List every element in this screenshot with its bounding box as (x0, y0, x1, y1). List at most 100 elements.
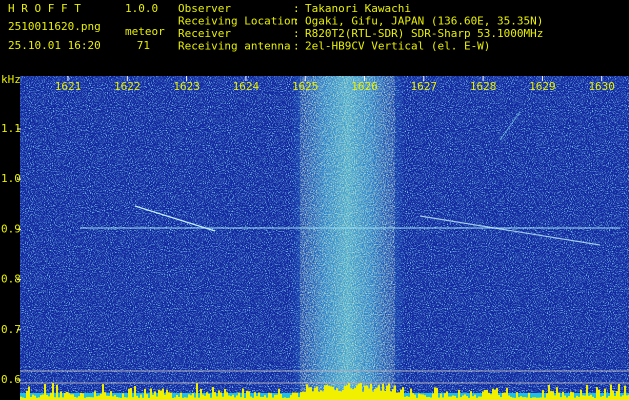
amplitude-bar (486, 389, 488, 400)
amplitude-bar (200, 388, 202, 400)
amplitude-bar (158, 389, 160, 400)
amplitude-bar (132, 397, 134, 400)
amplitude-bar (312, 391, 314, 400)
amplitude-bar (304, 391, 306, 400)
amplitude-bar (622, 395, 624, 400)
amplitude-bar (212, 387, 214, 400)
amplitude-bar (24, 397, 26, 400)
amplitude-bar (366, 385, 368, 400)
amplitude-bar (188, 394, 190, 400)
amplitude-bar (492, 388, 494, 400)
amplitude-bar (576, 395, 578, 400)
amplitude-bar (348, 383, 350, 400)
amplitude-bar (454, 395, 456, 400)
amplitude-bar (50, 393, 52, 400)
amplitude-bar (384, 391, 386, 400)
amplitude-bar (538, 397, 540, 400)
amplitude-bar (438, 397, 440, 400)
amplitude-bar (422, 394, 424, 400)
amplitude-bar (554, 395, 556, 400)
amplitude-bar (296, 392, 298, 400)
amplitude-bar (386, 385, 388, 400)
amplitude-bar (394, 385, 396, 400)
amplitude-bar (374, 388, 376, 400)
amplitude-bar (608, 395, 610, 400)
amplitude-bar (266, 397, 268, 400)
amplitude-bar (254, 392, 256, 400)
amplitude-bar (482, 391, 484, 400)
amplitude-bar (138, 397, 140, 400)
amplitude-bar (326, 384, 328, 400)
app-title: H R O F F T (8, 2, 81, 15)
amplitude-bar (392, 389, 394, 400)
y-tick-label: 0.7 (1, 323, 21, 336)
amplitude-bar (262, 396, 264, 400)
amplitude-bar (88, 396, 90, 400)
amplitude-bar (406, 396, 408, 400)
info-separator: : (293, 40, 300, 53)
amplitude-bar (222, 396, 224, 400)
amplitude-bar (484, 389, 486, 400)
amplitude-bar (320, 390, 322, 400)
amplitude-bar (542, 390, 544, 400)
amplitude-bar (330, 386, 332, 400)
amplitude-bar (518, 397, 520, 400)
amplitude-bar (238, 392, 240, 400)
amplitude-bar (396, 392, 398, 400)
amplitude-bar (410, 388, 412, 400)
amplitude-bar (588, 395, 590, 400)
amplitude-bar (214, 392, 216, 400)
amplitude-bar (294, 392, 296, 400)
amplitude-bar (358, 383, 360, 400)
amplitude-bar (318, 391, 320, 400)
info-value: 2el-HB9CV Vertical (el. E-W) (305, 40, 490, 53)
amplitude-bar (534, 397, 536, 400)
amplitude-bar (228, 395, 230, 400)
amplitude-bar (134, 386, 136, 400)
x-tick-label: 1622 (114, 80, 141, 93)
amplitude-bar (282, 397, 284, 400)
amplitude-bar (338, 390, 340, 400)
amplitude-bar (194, 397, 196, 400)
amplitude-bar (84, 397, 86, 400)
amplitude-bar (378, 385, 380, 400)
amplitude-bar (180, 392, 182, 400)
amplitude-bar (130, 388, 132, 400)
amplitude-bar (582, 395, 584, 400)
amplitude-bar (284, 397, 286, 400)
amplitude-bar (276, 394, 278, 400)
amplitude-bar (578, 396, 580, 400)
amplitude-bar (58, 397, 60, 400)
x-tick-label: 1624 (233, 80, 260, 93)
amplitude-bar (36, 397, 38, 400)
amplitude-bar (30, 396, 32, 400)
amplitude-bar (460, 397, 462, 400)
amplitude-bar (176, 394, 178, 400)
amplitude-bar (98, 395, 100, 400)
amplitude-bar (556, 387, 558, 400)
amplitude-bar (38, 397, 40, 400)
amplitude-bar (570, 391, 572, 400)
amplitude-bar (40, 395, 42, 400)
amplitude-bar (412, 393, 414, 400)
amplitude-bar (54, 397, 56, 400)
amplitude-bar (108, 395, 110, 400)
amplitude-bar (440, 393, 442, 400)
amplitude-bar (46, 394, 48, 400)
amplitude-bar (616, 391, 618, 400)
y-tick-label: 0.8 (1, 273, 21, 286)
y-axis-bg (0, 76, 20, 400)
y-tick-label: 0.6 (1, 373, 21, 386)
amplitude-bar (432, 393, 434, 400)
amplitude-bar (110, 391, 112, 400)
amplitude-bar (468, 397, 470, 400)
amplitude-bar (552, 391, 554, 400)
info-label: Receiving Location (178, 15, 297, 28)
amplitude-bar (182, 397, 184, 400)
info-value: R820T2(RTL-SDR) SDR-Sharp 53.1000MHz (305, 27, 543, 40)
amplitude-bar (536, 397, 538, 400)
info-separator: : (293, 15, 300, 28)
amplitude-bar (48, 396, 50, 400)
amplitude-bar (28, 386, 30, 400)
